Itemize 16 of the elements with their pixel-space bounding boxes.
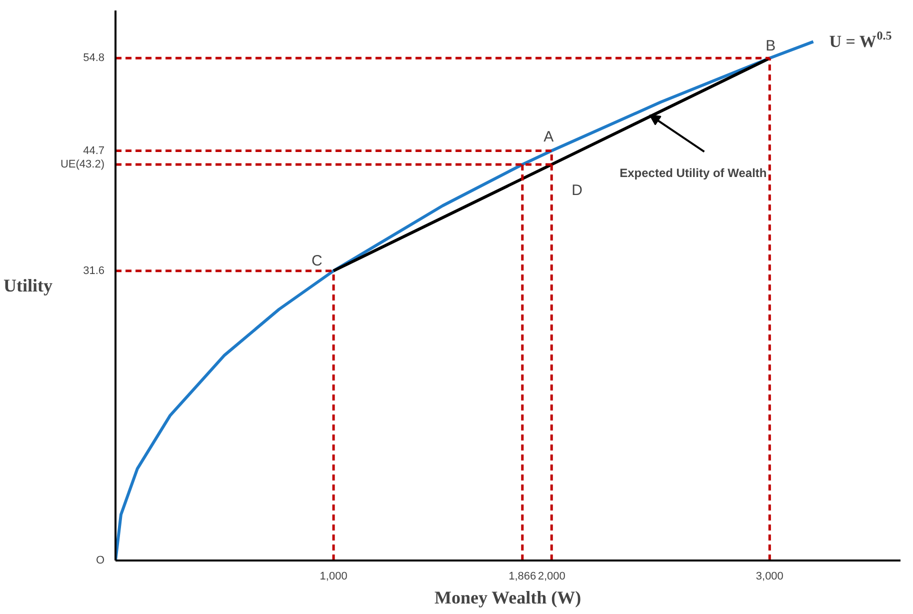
y-tick-label: 31.6 (83, 264, 105, 277)
y-tick-label: UE(43.2) (60, 158, 105, 170)
y-tick-label: 44.7 (83, 144, 105, 157)
annotation: C (312, 252, 323, 270)
x-axis-title: Money Wealth (W) (434, 588, 582, 608)
x-tick-label: 3,000 (756, 570, 784, 582)
x-tick-label: 2,000 (538, 570, 566, 582)
annotation: A (544, 128, 554, 146)
y-axis-title: Utility (3, 276, 52, 296)
annotation: D (572, 182, 583, 199)
x-tick-label: 1,000 (320, 570, 348, 582)
y-tick-label: 54.8 (83, 52, 105, 64)
annotation: B (766, 38, 776, 55)
x-tick-label: 1,866 (508, 570, 536, 582)
annotation: Expected Utility of Wealth (620, 166, 767, 180)
y-tick-label: O (96, 554, 105, 566)
